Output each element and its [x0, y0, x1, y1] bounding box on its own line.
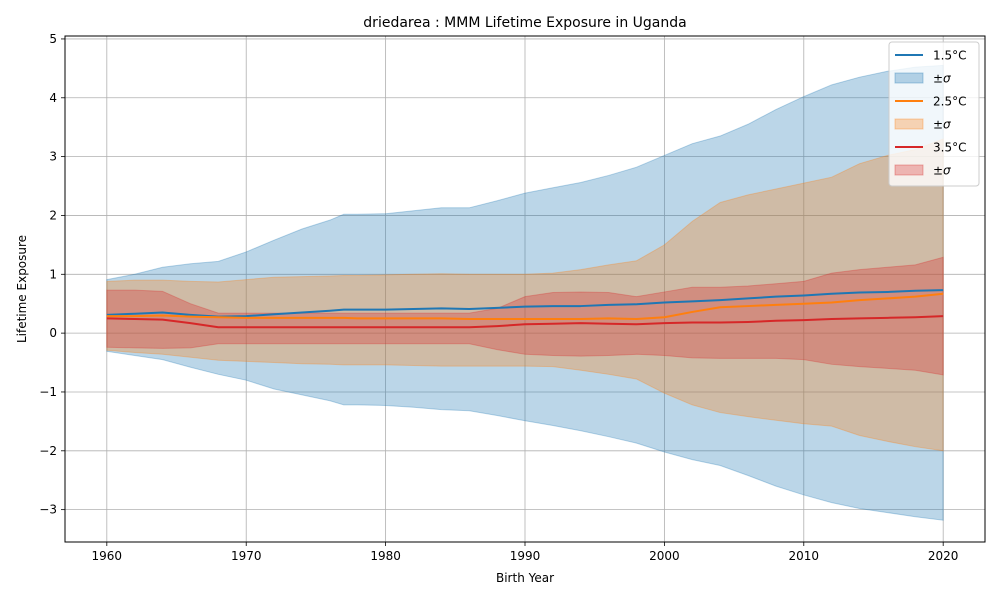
- legend-swatch-band: [894, 72, 924, 84]
- grid-layer: [65, 36, 985, 542]
- legend-label: ±σ: [933, 164, 951, 178]
- bands-layer: [106, 64, 944, 521]
- x-tick-label: 2020: [928, 549, 959, 563]
- chart-title: driedarea : MMM Lifetime Exposure in Uga…: [363, 15, 686, 31]
- legend: 1.5°C ±σ 2.5°C ±σ 3.5°C ±σ: [888, 41, 980, 187]
- y-tick-label: −2: [39, 444, 57, 458]
- y-tick-label: −3: [39, 503, 57, 517]
- ticks-layer: 1960 1970 1980 1990 2000 2010 2020 −3 −2 −1 0 1 2 3 4 5: [39, 32, 958, 563]
- y-tick-label: 4: [49, 91, 57, 105]
- y-tick-label: 1: [49, 267, 57, 281]
- y-tick-label: 2: [49, 208, 57, 222]
- y-tick-label: −1: [39, 385, 57, 399]
- x-tick-label: 2010: [789, 549, 820, 563]
- legend-label: ±σ: [933, 118, 951, 132]
- band-25c: [106, 138, 944, 452]
- lines-layer: [106, 289, 944, 329]
- band-35c: [106, 256, 944, 376]
- y-tick-label: 0: [49, 326, 57, 340]
- legend-label: 3.5°C: [933, 141, 966, 155]
- x-axis-label: Birth Year: [496, 571, 554, 585]
- x-tick-label: 1980: [370, 549, 401, 563]
- series-line-25c: [106, 292, 944, 321]
- x-tick-label: 1990: [510, 549, 541, 563]
- y-tick-label: 5: [49, 32, 57, 46]
- series-line-35c: [106, 315, 944, 329]
- x-tick-label: 1960: [92, 549, 123, 563]
- legend-swatch-band: [894, 164, 924, 176]
- x-tick-label: 2000: [649, 549, 680, 563]
- series-line-15c: [106, 289, 944, 318]
- legend-label: 1.5°C: [933, 49, 966, 63]
- band-15c: [106, 64, 944, 521]
- legend-label: 2.5°C: [933, 95, 966, 109]
- x-tick-label: 1970: [231, 549, 262, 563]
- y-axis-label: Lifetime Exposure: [15, 235, 29, 343]
- legend-label: ±σ: [933, 72, 951, 86]
- y-tick-label: 3: [49, 150, 57, 164]
- legend-swatch-band: [894, 118, 924, 130]
- legend-box: [888, 41, 980, 187]
